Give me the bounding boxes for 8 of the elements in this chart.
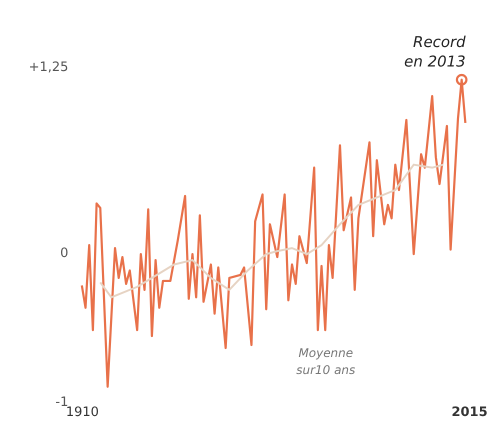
annotation: Moyenne sur10 ans: [296, 346, 356, 377]
line-series: [99, 164, 444, 298]
y-tick-label: +1,25: [28, 60, 68, 75]
x-tick-label: 1910: [66, 405, 99, 420]
y-tick-label: 0: [60, 246, 68, 262]
x-tick-label: 2015: [451, 405, 488, 420]
y-tick-label: -1: [55, 395, 68, 410]
annotation: Record en 2013: [404, 32, 466, 71]
